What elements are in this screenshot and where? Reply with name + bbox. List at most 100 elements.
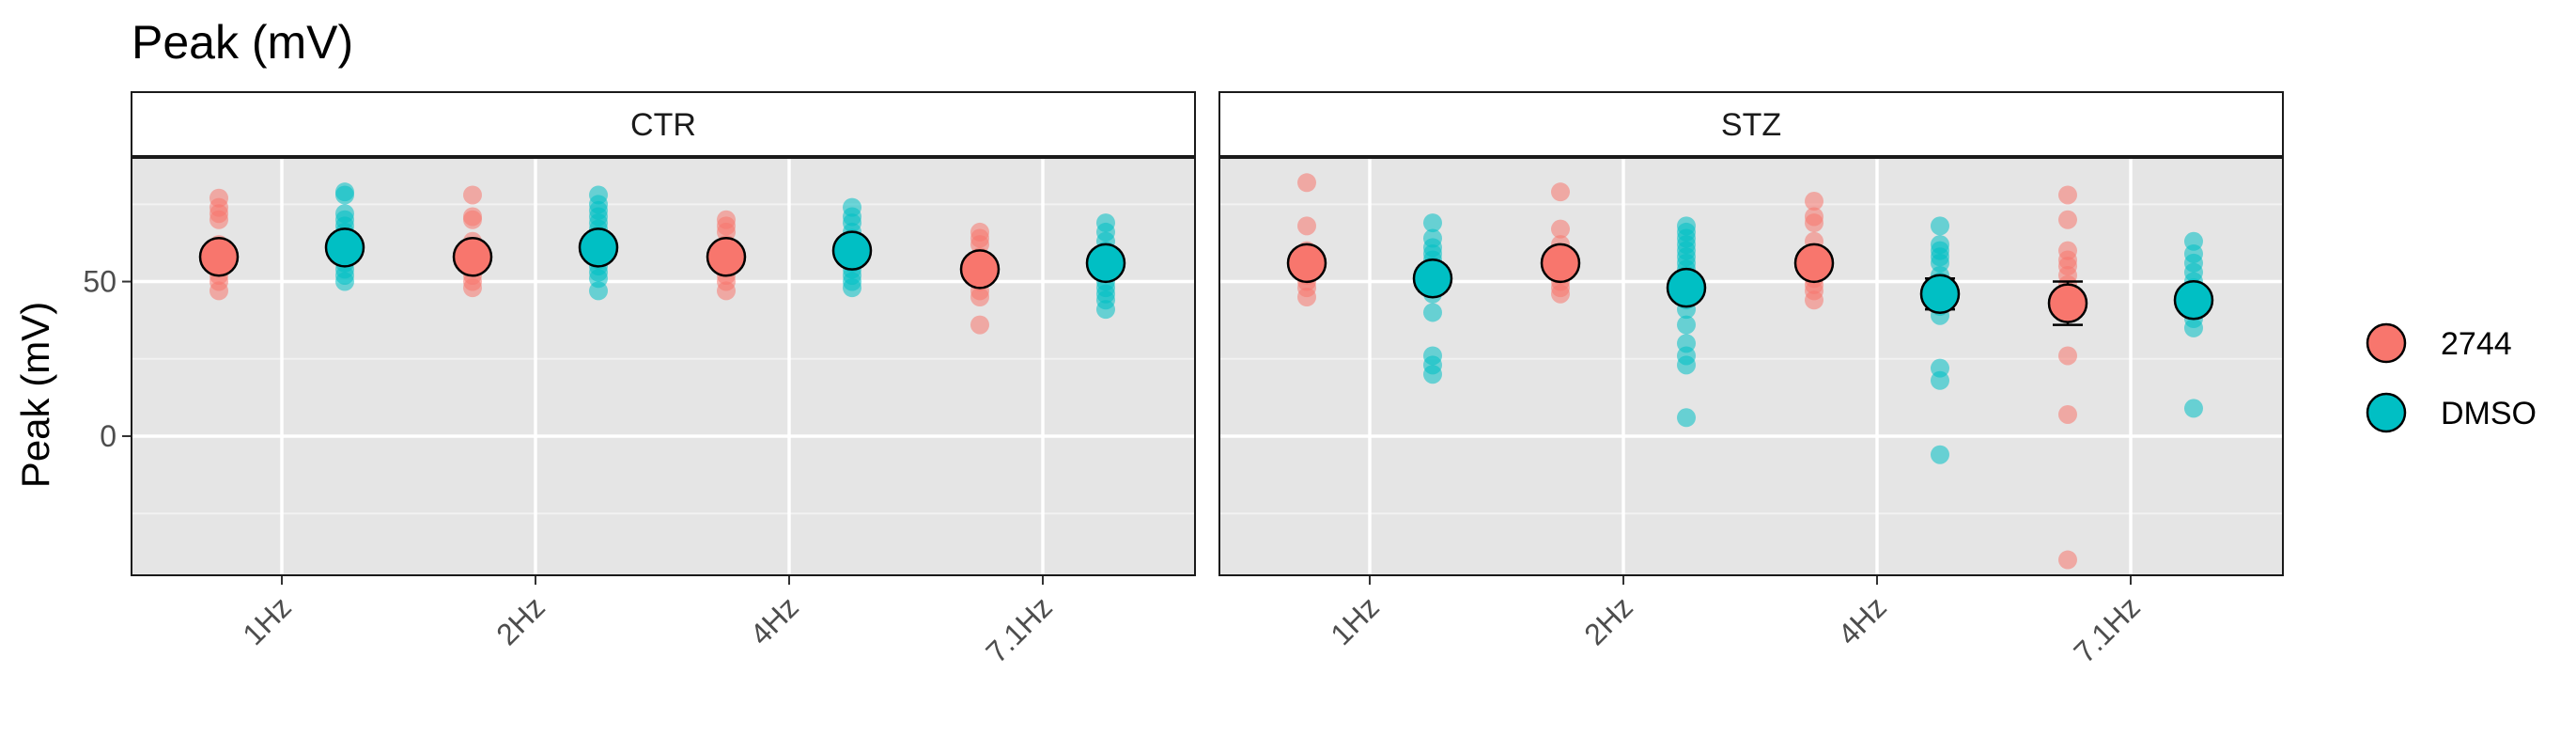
mean-point bbox=[831, 230, 873, 271]
plot-background bbox=[132, 158, 1195, 575]
facet-strip bbox=[131, 91, 1196, 157]
data-point bbox=[463, 210, 482, 229]
data-point bbox=[1297, 288, 1316, 306]
y-tick-label: 0 bbox=[100, 419, 116, 453]
data-point bbox=[463, 278, 482, 298]
data-point bbox=[970, 315, 989, 335]
data-point bbox=[1551, 182, 1570, 202]
facet-panels: CTR 1Hz 2Hz 4Hz 7.1Hz 0 50 STZ 1Hz 2Hz 4Hz 7.1Hz bbox=[83, 91, 2284, 669]
group-2744-1Hz bbox=[198, 188, 240, 301]
data-point bbox=[2058, 404, 2077, 424]
y-tick-label: 50 bbox=[83, 265, 116, 299]
plot-background bbox=[1219, 158, 2283, 575]
data-point bbox=[970, 288, 989, 306]
mean-point bbox=[959, 249, 1001, 290]
data-point bbox=[1096, 300, 1115, 320]
data-point bbox=[2184, 318, 2203, 337]
data-point bbox=[1423, 365, 1442, 384]
facet-panel-ctr: CTR 1Hz 2Hz 4Hz 7.1Hz 0 50 bbox=[83, 91, 1196, 669]
mean-point bbox=[2047, 283, 2088, 323]
mean-point bbox=[1540, 243, 1581, 284]
data-point bbox=[335, 272, 354, 291]
facet-strip bbox=[1218, 91, 2284, 157]
data-point bbox=[717, 281, 736, 301]
group-DMSO-1Hz bbox=[1412, 213, 1453, 384]
legend: 2744 DMSO bbox=[2366, 322, 2537, 433]
group-DMSO-4Hz bbox=[1919, 216, 1961, 464]
data-point bbox=[1423, 213, 1442, 233]
data-point bbox=[463, 185, 482, 205]
data-point bbox=[1931, 216, 1949, 236]
data-point bbox=[1551, 219, 1570, 239]
x-tick-label: 7.1Hz bbox=[2067, 589, 2147, 669]
facet-strip-label: STZ bbox=[1721, 107, 1781, 143]
data-point bbox=[209, 210, 228, 229]
panel-border bbox=[1218, 157, 2284, 576]
data-point bbox=[1297, 216, 1316, 236]
x-tick-label: 2Hz bbox=[1577, 589, 1639, 651]
mean-point bbox=[1666, 267, 1707, 308]
x-tick-label: 4Hz bbox=[1831, 589, 1893, 651]
data-point bbox=[1551, 284, 1570, 304]
legend-label: 2744 bbox=[2441, 326, 2512, 362]
data-point bbox=[1423, 303, 1442, 322]
group-DMSO-4Hz bbox=[831, 197, 873, 298]
chart-title: Peak (mV) bbox=[132, 16, 353, 69]
facet-strip-label: CTR bbox=[630, 107, 696, 143]
group-2744-2Hz bbox=[1540, 182, 1581, 304]
mean-point bbox=[198, 236, 240, 277]
group-DMSO-2Hz bbox=[578, 185, 619, 301]
x-tick-label: 7.1Hz bbox=[979, 589, 1059, 669]
x-tick-label: 1Hz bbox=[1324, 589, 1386, 651]
data-point bbox=[2058, 550, 2077, 570]
mean-point bbox=[1286, 243, 1327, 284]
group-2744-2Hz bbox=[452, 185, 493, 298]
data-point bbox=[1805, 213, 1823, 233]
group-DMSO-2Hz bbox=[1666, 216, 1707, 428]
x-tick-label: 2Hz bbox=[489, 589, 551, 651]
data-point bbox=[1805, 192, 1823, 212]
mean-point bbox=[1085, 243, 1126, 284]
group-2744-4Hz bbox=[1793, 192, 1835, 310]
data-point bbox=[589, 281, 608, 301]
data-point bbox=[2058, 346, 2077, 366]
mean-point bbox=[452, 236, 493, 277]
group-2744-7.1Hz bbox=[2047, 185, 2088, 570]
mean-point bbox=[578, 227, 619, 268]
data-point bbox=[209, 281, 228, 301]
mean-point bbox=[706, 236, 747, 277]
y-axis-title: Peak (mV) bbox=[13, 302, 57, 488]
data-point bbox=[2058, 185, 2077, 205]
legend-key bbox=[2366, 392, 2407, 433]
panel-border bbox=[131, 157, 1196, 576]
group-2744-1Hz bbox=[1286, 173, 1327, 306]
mean-point bbox=[1412, 258, 1453, 299]
legend-key bbox=[2366, 322, 2407, 364]
legend-item-2744: 2744 bbox=[2366, 322, 2512, 364]
data-point bbox=[1677, 408, 1696, 428]
data-point bbox=[1677, 315, 1696, 335]
x-tick-label: 1Hz bbox=[236, 589, 298, 651]
mean-point bbox=[2173, 280, 2214, 321]
group-2744-4Hz bbox=[706, 210, 747, 301]
data-point bbox=[1805, 290, 1823, 310]
x-tick-label: 4Hz bbox=[743, 589, 805, 651]
data-point bbox=[1931, 445, 1949, 464]
data-point bbox=[2184, 399, 2203, 418]
group-DMSO-7.1Hz bbox=[2173, 231, 2214, 418]
group-DMSO-7.1Hz bbox=[1085, 213, 1126, 320]
data-point bbox=[843, 278, 861, 298]
data-point bbox=[1677, 355, 1696, 375]
facet-panel-stz: STZ 1Hz 2Hz 4Hz 7.1Hz bbox=[1218, 91, 2284, 669]
data-point bbox=[335, 185, 354, 205]
data-point bbox=[1297, 173, 1316, 193]
group-DMSO-1Hz bbox=[324, 182, 365, 291]
mean-point bbox=[1793, 243, 1835, 284]
mean-point bbox=[324, 227, 365, 268]
legend-item-dmso: DMSO bbox=[2366, 392, 2537, 433]
legend-label: DMSO bbox=[2441, 396, 2537, 431]
data-point bbox=[1931, 370, 1949, 390]
data-point bbox=[2058, 210, 2077, 229]
mean-point bbox=[1919, 274, 1961, 314]
